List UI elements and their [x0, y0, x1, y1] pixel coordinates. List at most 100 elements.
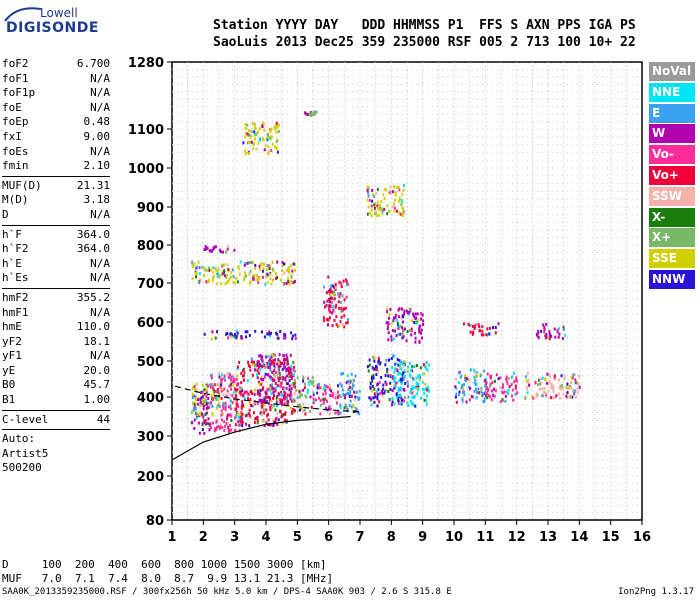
echo-point: [396, 396, 398, 399]
echo-point: [225, 275, 228, 279]
echo-point: [554, 377, 557, 381]
echo-point: [407, 365, 410, 369]
echo-point: [204, 421, 206, 425]
echo-point: [371, 375, 374, 379]
echo-point: [353, 404, 355, 408]
echo-point: [229, 423, 232, 427]
echo-point: [204, 412, 207, 416]
echo-point: [395, 368, 398, 372]
x-tick-label: 6: [324, 530, 333, 545]
echo-point: [285, 369, 288, 373]
legend-item-w: W: [649, 124, 695, 144]
echo-point: [328, 297, 331, 301]
echo-point: [394, 198, 397, 202]
echo-point: [196, 416, 199, 420]
echo-point: [458, 381, 460, 385]
echo-point: [266, 361, 269, 365]
echo-point: [541, 386, 544, 390]
echo-point: [241, 400, 244, 404]
echo-point: [262, 275, 264, 279]
echo-point: [230, 387, 233, 391]
echo-point: [261, 355, 264, 359]
echo-point: [207, 406, 210, 409]
echo-point: [251, 373, 254, 377]
echo-point: [482, 333, 485, 337]
legend-item-e: E: [649, 103, 695, 123]
echo-point: [552, 386, 555, 390]
echo-point: [422, 388, 424, 391]
echo-point: [370, 214, 373, 218]
echo-point: [312, 393, 315, 397]
echo-point: [425, 367, 428, 371]
echo-point: [393, 375, 396, 379]
echo-point: [404, 395, 406, 399]
echo-point: [283, 419, 286, 423]
echo-point: [379, 361, 382, 365]
echo-point: [324, 305, 327, 309]
echo-point: [345, 321, 348, 325]
echo-point: [302, 409, 304, 413]
echo-point: [526, 371, 529, 375]
echo-point: [261, 388, 264, 392]
echo-point: [227, 405, 230, 409]
echo-point: [208, 249, 211, 253]
echo-point: [406, 369, 409, 373]
echo-point: [235, 390, 238, 394]
echo-point: [373, 206, 376, 210]
echo-point: [401, 336, 404, 340]
echo-point: [414, 317, 417, 321]
echo-point: [278, 364, 281, 368]
echo-point: [287, 266, 290, 270]
echo-point: [407, 395, 410, 399]
echo-point: [285, 367, 288, 371]
echo-point: [275, 416, 278, 420]
echo-point: [264, 399, 267, 403]
echo-point: [564, 333, 567, 337]
echo-point: [276, 398, 279, 402]
echo-point: [408, 310, 411, 314]
echo-point: [227, 376, 230, 379]
echo-point: [513, 371, 515, 375]
echo-point: [479, 374, 482, 378]
echo-point: [290, 387, 293, 391]
echo-point: [246, 390, 248, 394]
echo-point: [267, 395, 270, 399]
echo-point: [264, 282, 267, 286]
echo-point: [400, 396, 403, 400]
echo-point: [339, 405, 342, 409]
echo-point: [401, 307, 403, 311]
echo-point: [464, 374, 466, 378]
echo-point: [203, 400, 205, 404]
echo-point: [238, 272, 241, 276]
echo-point: [252, 403, 255, 406]
echo-point: [266, 332, 269, 336]
param-label: hmF2: [2, 290, 29, 304]
echo-point: [491, 389, 494, 393]
echo-point: [468, 398, 471, 402]
echo-point: [249, 270, 252, 273]
echo-point: [261, 269, 264, 273]
echo-point: [380, 200, 383, 203]
echo-point: [343, 307, 345, 311]
echo-point: [241, 424, 244, 428]
x-tick-label: 16: [633, 530, 651, 545]
echo-point: [265, 355, 268, 359]
echo-point: [490, 398, 493, 402]
echo-point: [283, 402, 286, 406]
distance-row: D 100 200 400 600 800 1000 1500 3000 [km…: [2, 558, 327, 571]
echo-point: [254, 127, 257, 131]
y-tick-label: 900: [137, 201, 164, 216]
echo-point: [302, 388, 305, 392]
param-value: N/A: [90, 207, 110, 221]
echo-point: [286, 356, 289, 360]
echo-point: [208, 278, 211, 282]
echo-point: [281, 269, 284, 273]
echo-point: [420, 317, 422, 321]
echo-point: [266, 280, 269, 284]
echo-point: [549, 375, 552, 379]
echo-point: [402, 210, 405, 214]
echo-point: [377, 360, 380, 364]
echo-point: [254, 122, 257, 126]
param-value: N/A: [90, 86, 110, 100]
echo-point: [287, 280, 290, 284]
